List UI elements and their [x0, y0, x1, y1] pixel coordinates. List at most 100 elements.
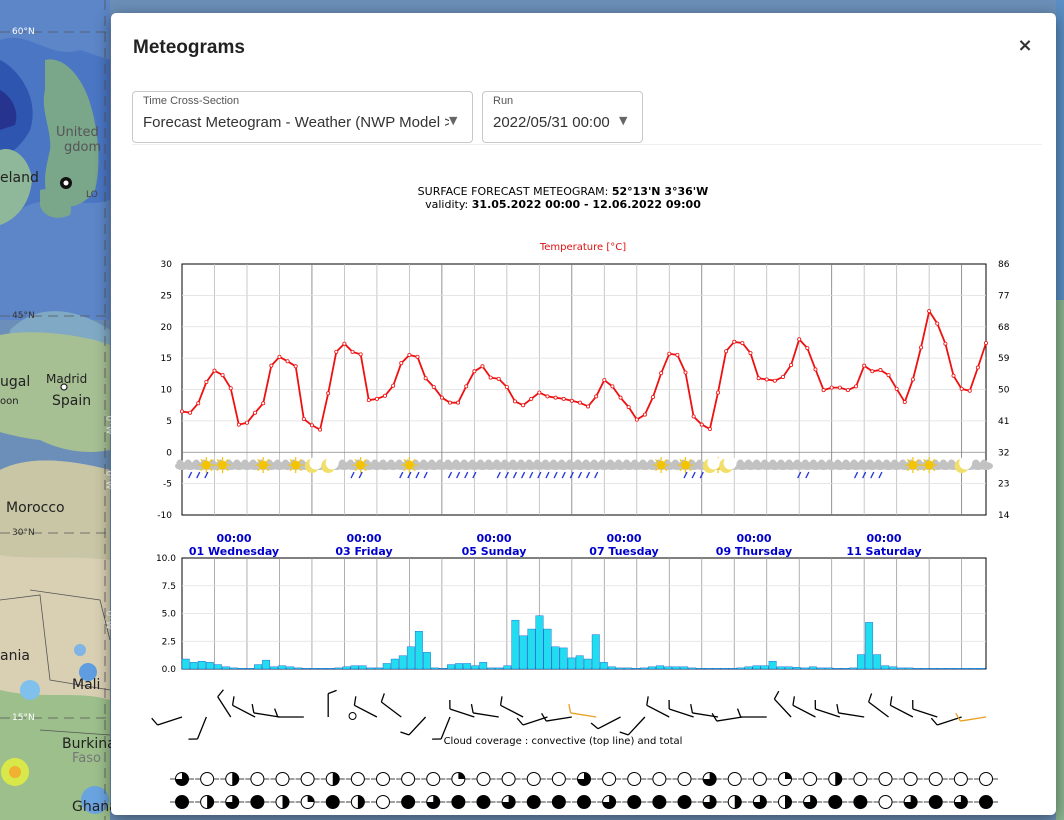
temp-ytick-label: -10	[157, 511, 172, 521]
temperature-point	[659, 371, 664, 376]
day-time-1: 00:00	[346, 532, 381, 545]
temp-ytick-label: -5	[163, 480, 172, 490]
close-icon[interactable]: ×	[1017, 35, 1033, 56]
cloud-icon	[395, 459, 403, 467]
header-coords: 52°13'N 3°36'W	[612, 185, 708, 198]
total-cloud-circle-fill	[979, 795, 993, 809]
temp-right-ytick-label: 41	[998, 417, 1009, 427]
wind-barb-shaft	[217, 696, 232, 718]
precip-bar	[929, 668, 938, 670]
convective-cloud-circle	[928, 772, 943, 786]
rain-dash	[561, 471, 566, 479]
sun-ray	[289, 468, 293, 472]
temperature-point	[293, 364, 298, 369]
temperature-point	[431, 384, 436, 389]
wind-barb-flag	[836, 703, 840, 714]
sun-ray	[906, 458, 910, 462]
temperature-point	[220, 373, 225, 378]
cloud-icon	[249, 459, 257, 467]
cloud-icon	[834, 459, 842, 467]
sun-ray	[688, 468, 692, 472]
map-label-london: LO	[86, 190, 98, 200]
wind-barb-shaft	[440, 716, 451, 740]
temperature-point	[797, 337, 802, 342]
precip-bar	[575, 655, 584, 670]
temperature-point	[626, 405, 631, 410]
temperature-point	[277, 354, 282, 359]
precip-bar	[656, 665, 664, 670]
wind-barb-shaft	[570, 712, 597, 718]
precip-bar	[398, 655, 407, 670]
wind-barb-shaft	[669, 708, 694, 718]
cloud-icon	[444, 459, 452, 467]
cross-section-select[interactable]: Time Cross-Section Forecast Meteogram - …	[132, 91, 473, 143]
total-cloud-circle-fill	[734, 795, 742, 809]
map-label-mauritania: ania	[0, 648, 30, 664]
temperature-point	[935, 321, 940, 326]
total-cloud-circle-fill	[652, 795, 666, 809]
precip-bar	[865, 622, 874, 670]
temperature-point	[447, 400, 452, 405]
temperature-axes: -10 -5 0 5 10 15 20 25 30 14 23 32 41 50 59 68 77 86	[157, 260, 1009, 521]
cloud-icon	[192, 459, 200, 467]
convective-cloud-circle	[953, 772, 968, 786]
wind-barb-shaft	[522, 716, 548, 726]
temp-ytick-label: 5	[166, 417, 172, 427]
precip-bar	[889, 666, 898, 670]
temperature-point	[594, 394, 599, 399]
temperature-grid	[181, 263, 987, 516]
convective-cloud-circle	[376, 772, 390, 786]
cloud-icon	[541, 459, 549, 467]
wind-barb-shaft	[815, 708, 841, 718]
precip-bar	[680, 666, 689, 670]
cloud-icon	[972, 459, 980, 467]
cloud-icon	[582, 459, 590, 467]
map-label-ireland: eland	[0, 170, 39, 186]
temperature-point	[642, 412, 647, 417]
weather-symbols	[175, 456, 993, 479]
temp-right-ytick-label: 68	[998, 323, 1010, 333]
temperature-point	[399, 361, 404, 366]
day-time-5: 00:00	[866, 532, 901, 545]
rain-dash	[521, 471, 526, 479]
sun-ray	[679, 468, 683, 472]
temperature-point	[456, 400, 461, 405]
sun-ray	[354, 458, 358, 462]
temperature-point	[756, 376, 761, 381]
temp-right-ytick-label: 50	[998, 386, 1010, 396]
sun-icon	[404, 460, 414, 470]
temperature-point	[602, 378, 607, 383]
precip-bar	[254, 664, 263, 670]
cloud-icon	[883, 459, 891, 467]
sun-ray	[403, 458, 407, 462]
temperature-point	[244, 420, 249, 425]
precip-bar	[961, 668, 970, 670]
wind-barb-shaft	[449, 708, 475, 718]
temperature-point	[886, 373, 891, 378]
total-cloud-circle-fill	[904, 795, 918, 809]
precip-bar	[784, 666, 793, 670]
cloud-icon	[639, 459, 647, 467]
cloud-icon	[948, 459, 956, 467]
run-select[interactable]: Run 2022/05/31 00:00 ▼	[482, 91, 643, 143]
sun-ray	[209, 468, 213, 472]
cloud-icon	[420, 459, 428, 467]
precip-bar	[366, 667, 375, 670]
precip-bar	[591, 634, 600, 670]
cloud-icon	[769, 459, 777, 467]
precip-bar	[776, 666, 785, 670]
temperature-point	[358, 352, 363, 357]
cloud-coverage-rows	[170, 772, 998, 809]
map-lat-15: 15°N	[12, 713, 35, 723]
precip-bar	[897, 667, 906, 670]
precip-bar	[559, 647, 568, 670]
sun-ray	[403, 468, 407, 472]
wind-barb-flag	[231, 696, 235, 706]
day-labels: 00:00 01 Wednesday 00:00 03 Friday 00:00…	[189, 532, 922, 558]
total-cloud-circle-fill	[250, 795, 264, 809]
sun-ray	[298, 458, 302, 462]
temperature-point	[894, 386, 899, 391]
convective-cloud-circle	[903, 772, 918, 786]
precip-bar	[447, 664, 455, 670]
wind-barb-shaft	[196, 716, 207, 740]
